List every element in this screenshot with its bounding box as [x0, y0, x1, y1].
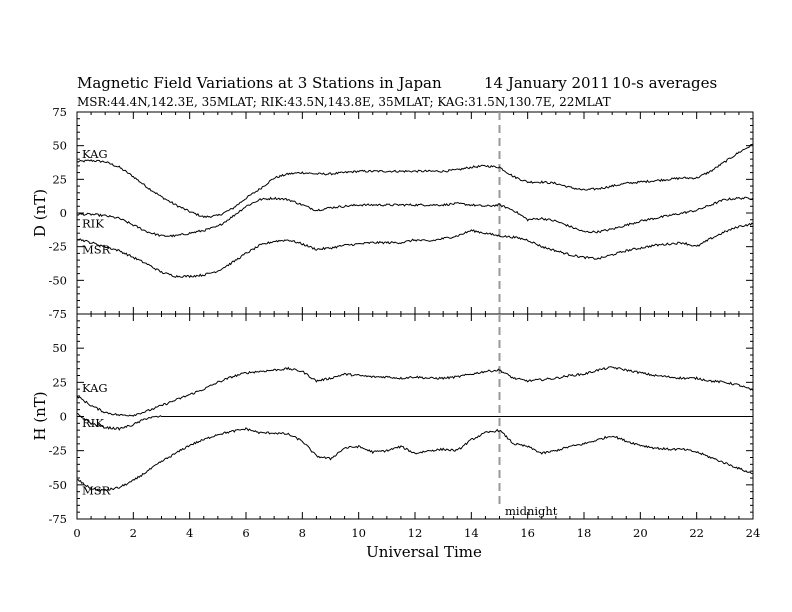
x-tick-label: 18: [577, 526, 592, 540]
x-tick-label: 12: [408, 526, 423, 540]
x-tick-label: 16: [520, 526, 535, 540]
series-label-rik: RIK: [82, 416, 104, 430]
series-line-msr: [76, 222, 754, 279]
x-tick-label: 2: [130, 526, 137, 540]
y-tick-label: 50: [52, 341, 67, 355]
y-tick-label: -25: [48, 444, 67, 458]
x-tick-label: 0: [73, 526, 80, 540]
x-tick-label: 20: [633, 526, 648, 540]
y-axis-label: H (nT): [31, 391, 49, 440]
y-tick-label: 75: [52, 105, 67, 119]
y-axis-label: D (nT): [31, 189, 49, 237]
x-axis-label: Universal Time: [366, 543, 482, 561]
figure-averaging: 10-s averages: [612, 74, 717, 92]
figure-date: 14 January 2011: [484, 74, 610, 92]
x-tick-label: 14: [464, 526, 479, 540]
y-tick-label: 0: [60, 410, 67, 424]
d-component-panel: 75 50 25 0 -25 -50 -75 D (nT) KAG RIK MSR: [31, 105, 754, 321]
y-tick-label: 50: [52, 139, 67, 153]
series-line-kag: [76, 143, 754, 219]
series-line-kag: [76, 366, 754, 417]
series-line-rik: [76, 412, 753, 431]
x-tick-label: 10: [351, 526, 366, 540]
series-label-kag: KAG: [82, 381, 108, 395]
y-tick-label: -50: [48, 478, 67, 492]
y-tick-label: -50: [48, 273, 67, 287]
figure-header: Magnetic Field Variations at 3 Stations …: [77, 74, 717, 109]
series-line-rik: [76, 196, 754, 238]
x-tick-label: 22: [689, 526, 704, 540]
series-label-kag: KAG: [82, 147, 108, 161]
x-tick-label: 24: [746, 526, 761, 540]
series-label-msr: MSR: [82, 483, 111, 497]
figure-title: Magnetic Field Variations at 3 Stations …: [77, 74, 442, 92]
y-tick-label: 0: [60, 206, 67, 220]
y-tick-label: -25: [48, 240, 67, 254]
midnight-label: midnight: [505, 504, 558, 518]
y-tick-label: 25: [52, 375, 67, 389]
y-tick-label: 25: [52, 172, 67, 186]
x-tick-label: 4: [186, 526, 193, 540]
station-coordinates: MSR:44.4N,142.3E, 35MLAT; RIK:43.5N,143.…: [77, 95, 611, 109]
x-tick-label: 6: [242, 526, 249, 540]
series-line-msr: [76, 427, 754, 492]
panel-frame: [76, 111, 754, 315]
y-tick-label: -75: [48, 512, 67, 526]
series-label-msr: MSR: [82, 243, 111, 257]
series-label-rik: RIK: [82, 216, 104, 230]
y-tick-label: -75: [48, 307, 67, 321]
x-tick-label: 8: [299, 526, 306, 540]
